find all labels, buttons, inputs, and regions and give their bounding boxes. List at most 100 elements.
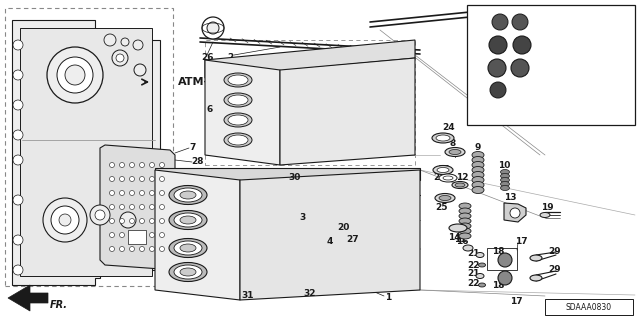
Circle shape	[159, 219, 164, 224]
Ellipse shape	[449, 150, 461, 154]
Polygon shape	[100, 145, 175, 270]
Ellipse shape	[180, 268, 196, 276]
Circle shape	[120, 204, 125, 210]
Circle shape	[109, 190, 115, 196]
Polygon shape	[8, 285, 48, 311]
Circle shape	[120, 162, 125, 167]
Text: 23: 23	[434, 174, 446, 182]
Text: 11: 11	[454, 235, 467, 244]
Ellipse shape	[169, 211, 207, 229]
Ellipse shape	[228, 115, 248, 125]
Circle shape	[202, 17, 224, 39]
Ellipse shape	[500, 186, 509, 190]
Bar	[128, 230, 146, 244]
Ellipse shape	[472, 167, 484, 174]
Text: 5: 5	[519, 8, 525, 17]
Circle shape	[129, 162, 134, 167]
Text: 30: 30	[289, 174, 301, 182]
Text: 29: 29	[552, 38, 564, 47]
Text: 28: 28	[192, 158, 204, 167]
Circle shape	[488, 59, 506, 77]
Text: 12: 12	[456, 174, 468, 182]
Ellipse shape	[472, 161, 484, 168]
Ellipse shape	[169, 239, 207, 257]
Circle shape	[513, 36, 531, 54]
Circle shape	[120, 233, 125, 238]
Ellipse shape	[439, 174, 457, 182]
Text: 27: 27	[347, 235, 359, 244]
Circle shape	[120, 190, 125, 196]
Circle shape	[109, 176, 115, 182]
Circle shape	[120, 219, 125, 224]
Circle shape	[116, 54, 124, 62]
Text: 10: 10	[498, 160, 510, 169]
Text: 6: 6	[207, 106, 213, 115]
Bar	[467, 5, 635, 125]
Bar	[545, 299, 633, 315]
Text: 22: 22	[468, 261, 480, 270]
Text: 2: 2	[227, 54, 233, 63]
Text: 17: 17	[604, 38, 616, 47]
Text: 17: 17	[603, 61, 615, 70]
Circle shape	[129, 190, 134, 196]
Ellipse shape	[459, 228, 471, 234]
Circle shape	[150, 247, 154, 251]
Circle shape	[129, 247, 134, 251]
Ellipse shape	[224, 133, 252, 147]
Circle shape	[150, 219, 154, 224]
Circle shape	[13, 155, 23, 165]
Polygon shape	[155, 170, 240, 300]
Ellipse shape	[476, 273, 484, 278]
Circle shape	[120, 212, 136, 228]
Circle shape	[109, 219, 115, 224]
Circle shape	[129, 204, 134, 210]
Circle shape	[498, 271, 512, 285]
Ellipse shape	[540, 212, 550, 218]
Text: 29: 29	[548, 248, 561, 256]
Bar	[20, 28, 152, 276]
Circle shape	[129, 176, 134, 182]
Text: 8: 8	[450, 138, 456, 147]
Text: 17: 17	[509, 298, 522, 307]
Circle shape	[13, 70, 23, 80]
Ellipse shape	[228, 95, 248, 105]
Polygon shape	[12, 20, 160, 285]
Polygon shape	[155, 168, 420, 180]
Ellipse shape	[459, 208, 471, 214]
Text: 26: 26	[201, 54, 213, 63]
Text: 29: 29	[548, 265, 561, 275]
Ellipse shape	[530, 275, 542, 281]
Ellipse shape	[500, 174, 509, 179]
Text: SDAAA0830: SDAAA0830	[566, 302, 612, 311]
Bar	[487, 248, 517, 270]
Circle shape	[59, 214, 71, 226]
Circle shape	[490, 82, 506, 98]
Ellipse shape	[472, 157, 484, 164]
Circle shape	[134, 64, 146, 76]
Circle shape	[140, 190, 145, 196]
Circle shape	[512, 14, 528, 30]
Circle shape	[121, 38, 129, 46]
Ellipse shape	[432, 133, 454, 143]
Circle shape	[150, 176, 154, 182]
Ellipse shape	[472, 182, 484, 189]
Ellipse shape	[174, 188, 202, 202]
Ellipse shape	[459, 218, 471, 224]
Ellipse shape	[224, 73, 252, 87]
Circle shape	[65, 65, 85, 85]
Circle shape	[57, 57, 93, 93]
Text: 16: 16	[456, 238, 468, 247]
Text: FR.: FR.	[50, 300, 68, 310]
Ellipse shape	[500, 182, 509, 187]
Text: 17: 17	[600, 84, 612, 93]
Ellipse shape	[433, 166, 453, 174]
Text: 18: 18	[474, 63, 486, 72]
Circle shape	[207, 22, 219, 34]
Circle shape	[109, 247, 115, 251]
Polygon shape	[205, 40, 415, 78]
Ellipse shape	[436, 135, 450, 141]
Circle shape	[140, 247, 145, 251]
Ellipse shape	[479, 283, 486, 287]
Circle shape	[140, 219, 145, 224]
Circle shape	[159, 176, 164, 182]
